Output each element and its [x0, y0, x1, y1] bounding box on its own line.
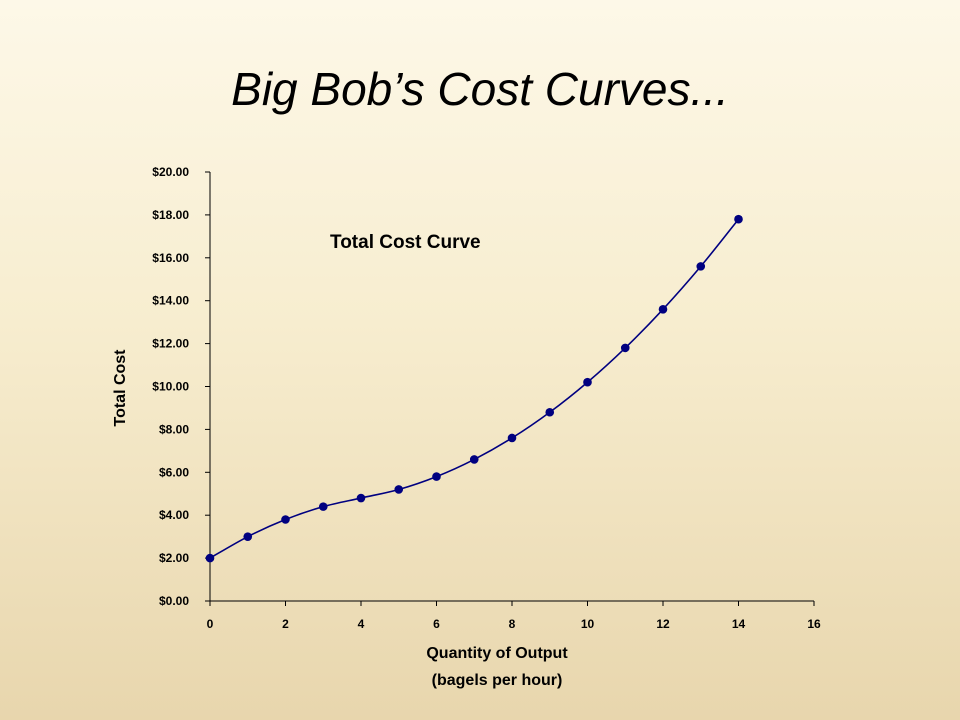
y-tick-label: $0.00 — [159, 594, 189, 608]
y-tick-label: $6.00 — [159, 465, 189, 479]
data-point — [394, 485, 403, 494]
curve-annotation: Total Cost Curve — [330, 232, 481, 254]
x-tick-label: 8 — [509, 617, 516, 631]
data-point — [432, 472, 441, 481]
x-tick-label: 12 — [656, 617, 670, 631]
chart-axes — [210, 172, 814, 601]
x-tick-label: 2 — [282, 617, 289, 631]
y-tick-label: $4.00 — [159, 508, 189, 522]
data-point — [281, 515, 290, 524]
data-point — [659, 305, 668, 314]
data-point — [243, 532, 252, 541]
x-tick-label: 6 — [433, 617, 440, 631]
data-point — [545, 408, 554, 417]
data-point — [583, 378, 592, 387]
x-tick-label: 10 — [581, 617, 595, 631]
data-point — [357, 494, 366, 503]
data-point — [696, 262, 705, 271]
data-point — [508, 434, 517, 443]
y-tick-label: $10.00 — [152, 380, 189, 394]
data-point — [206, 554, 215, 563]
data-point — [319, 502, 328, 511]
y-tick-label: $2.00 — [159, 551, 189, 565]
x-axis-unit-label: (bagels per hour) — [347, 672, 647, 690]
data-point — [734, 215, 743, 224]
y-tick-label: $14.00 — [152, 294, 189, 308]
y-tick-label: $18.00 — [152, 208, 189, 222]
y-tick-label: $12.00 — [152, 337, 189, 351]
y-tick-label: $8.00 — [159, 422, 189, 436]
chart-series — [206, 215, 743, 563]
y-axis-label: Total Cost — [112, 349, 130, 426]
data-point — [470, 455, 479, 464]
total-cost-line — [210, 219, 739, 558]
chart-ticks: $0.00 $2.00 $4.00 $6.00 $8.00 $10.00 $12.00 $14… — [152, 165, 821, 631]
y-tick-label: $20.00 — [152, 165, 189, 179]
x-tick-label: 14 — [732, 617, 746, 631]
x-axis-label: Quantity of Output — [347, 645, 647, 663]
x-tick-label: 4 — [358, 617, 365, 631]
x-tick-label: 16 — [807, 617, 821, 631]
data-point — [621, 344, 630, 353]
x-tick-label: 0 — [207, 617, 214, 631]
y-tick-label: $16.00 — [152, 251, 189, 265]
